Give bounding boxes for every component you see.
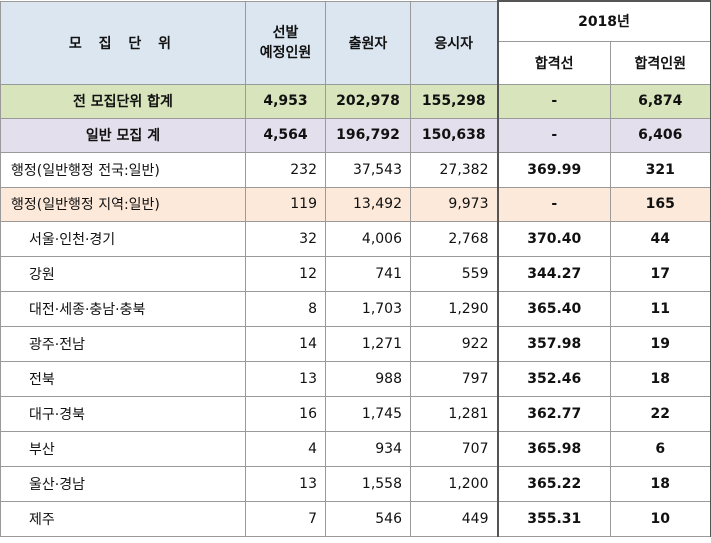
cell-quota: 7 <box>245 500 326 537</box>
cell-examinees: 707 <box>410 430 498 467</box>
cell-applicants: 37,543 <box>325 151 411 188</box>
cell-applicants: 4,006 <box>325 220 411 257</box>
cell-quota: 32 <box>245 220 326 257</box>
cell-cutoff: 365.40 <box>496 290 611 327</box>
cell-cutoff: 370.40 <box>496 220 611 257</box>
cell-applicants: 741 <box>325 255 411 292</box>
cell-applicants: 196,792 <box>325 117 411 153</box>
cell-cutoff: 344.27 <box>496 255 611 292</box>
table-row-region: 대구·경북 16 1,745 1,281 362.77 22 <box>0 395 711 432</box>
cell-passers: 44 <box>609 220 711 257</box>
cell-quota: 232 <box>245 151 326 188</box>
cell-unit: 전북 <box>0 360 246 397</box>
header-examinees: 응시자 <box>410 0 498 85</box>
cell-passers: 17 <box>609 255 711 292</box>
table-row-region: 대전·세종·충남·충북 8 1,703 1,290 365.40 11 <box>0 290 711 327</box>
cell-passers: 6,874 <box>609 83 711 119</box>
cell-passers: 19 <box>609 325 711 362</box>
cell-applicants: 546 <box>325 500 411 537</box>
cell-unit: 행정(일반행정 전국:일반) <box>0 151 246 188</box>
cell-unit: 전 모집단위 합계 <box>0 83 246 119</box>
cell-passers: 22 <box>609 395 711 432</box>
cell-quota: 119 <box>245 186 326 222</box>
cell-cutoff: 369.99 <box>496 151 611 188</box>
cell-quota: 4 <box>245 430 326 467</box>
cell-passers: 165 <box>609 186 711 222</box>
cell-unit: 강원 <box>0 255 246 292</box>
table-row-regional: 행정(일반행정 지역:일반) 119 13,492 9,973 - 165 <box>0 186 711 222</box>
cell-examinees: 1,200 <box>410 465 498 502</box>
cell-examinees: 155,298 <box>410 83 498 119</box>
cell-unit: 일반 모집 계 <box>0 117 246 153</box>
cell-quota: 14 <box>245 325 326 362</box>
cell-cutoff: 357.98 <box>496 325 611 362</box>
cell-unit: 서울·인천·경기 <box>0 220 246 257</box>
cell-quota: 4,953 <box>245 83 326 119</box>
cell-cutoff: 365.22 <box>496 465 611 502</box>
cell-passers: 6 <box>609 430 711 467</box>
cell-cutoff: 352.46 <box>496 360 611 397</box>
cell-examinees: 9,973 <box>410 186 498 222</box>
cell-examinees: 1,281 <box>410 395 498 432</box>
table-row-region: 제주 7 546 449 355.31 10 <box>0 500 711 537</box>
cell-unit: 울산·경남 <box>0 465 246 502</box>
cell-applicants: 1,703 <box>325 290 411 327</box>
cell-cutoff: - <box>496 186 611 222</box>
table-row-total: 전 모집단위 합계 4,953 202,978 155,298 - 6,874 <box>0 83 711 119</box>
cell-applicants: 1,558 <box>325 465 411 502</box>
cell-unit: 부산 <box>0 430 246 467</box>
cell-examinees: 150,638 <box>410 117 498 153</box>
header-year: 2018년 <box>496 0 711 42</box>
header-applicants: 출원자 <box>325 0 411 85</box>
header-passers: 합격인원 <box>609 40 711 85</box>
table-row-region: 강원 12 741 559 344.27 17 <box>0 255 711 292</box>
header-unit: 모 집 단 위 <box>0 0 246 85</box>
cell-applicants: 1,271 <box>325 325 411 362</box>
cell-unit: 행정(일반행정 지역:일반) <box>0 186 246 222</box>
cell-examinees: 2,768 <box>410 220 498 257</box>
cell-cutoff: 355.31 <box>496 500 611 537</box>
cell-passers: 10 <box>609 500 711 537</box>
cell-cutoff: - <box>496 83 611 119</box>
cell-quota: 13 <box>245 465 326 502</box>
cell-applicants: 13,492 <box>325 186 411 222</box>
cell-unit: 광주·전남 <box>0 325 246 362</box>
cell-passers: 6,406 <box>609 117 711 153</box>
cell-examinees: 1,290 <box>410 290 498 327</box>
cell-quota: 8 <box>245 290 326 327</box>
table-row-region: 부산 4 934 707 365.98 6 <box>0 430 711 467</box>
table-row-national: 행정(일반행정 전국:일반) 232 37,543 27,382 369.99 … <box>0 151 711 188</box>
cell-unit: 제주 <box>0 500 246 537</box>
cell-quota: 13 <box>245 360 326 397</box>
cell-examinees: 559 <box>410 255 498 292</box>
cell-quota: 4,564 <box>245 117 326 153</box>
header-quota: 선발 예정인원 <box>245 0 326 85</box>
table-row-region: 서울·인천·경기 32 4,006 2,768 370.40 44 <box>0 220 711 257</box>
cell-unit: 대구·경북 <box>0 395 246 432</box>
table-row-region: 울산·경남 13 1,558 1,200 365.22 18 <box>0 465 711 502</box>
cell-cutoff: 365.98 <box>496 430 611 467</box>
cell-examinees: 449 <box>410 500 498 537</box>
table-row-general: 일반 모집 계 4,564 196,792 150,638 - 6,406 <box>0 117 711 153</box>
cell-applicants: 934 <box>325 430 411 467</box>
cell-examinees: 922 <box>410 325 498 362</box>
cell-examinees: 797 <box>410 360 498 397</box>
table-row-region: 전북 13 988 797 352.46 18 <box>0 360 711 397</box>
header-cutoff: 합격선 <box>496 40 611 85</box>
cell-applicants: 988 <box>325 360 411 397</box>
cell-applicants: 1,745 <box>325 395 411 432</box>
table-row-region: 광주·전남 14 1,271 922 357.98 19 <box>0 325 711 362</box>
cell-examinees: 27,382 <box>410 151 498 188</box>
cell-passers: 321 <box>609 151 711 188</box>
cell-unit: 대전·세종·충남·충북 <box>0 290 246 327</box>
cell-quota: 12 <box>245 255 326 292</box>
cell-passers: 11 <box>609 290 711 327</box>
cell-quota: 16 <box>245 395 326 432</box>
cell-passers: 18 <box>609 360 711 397</box>
cell-applicants: 202,978 <box>325 83 411 119</box>
cell-passers: 18 <box>609 465 711 502</box>
cell-cutoff: 362.77 <box>496 395 611 432</box>
cell-cutoff: - <box>496 117 611 153</box>
